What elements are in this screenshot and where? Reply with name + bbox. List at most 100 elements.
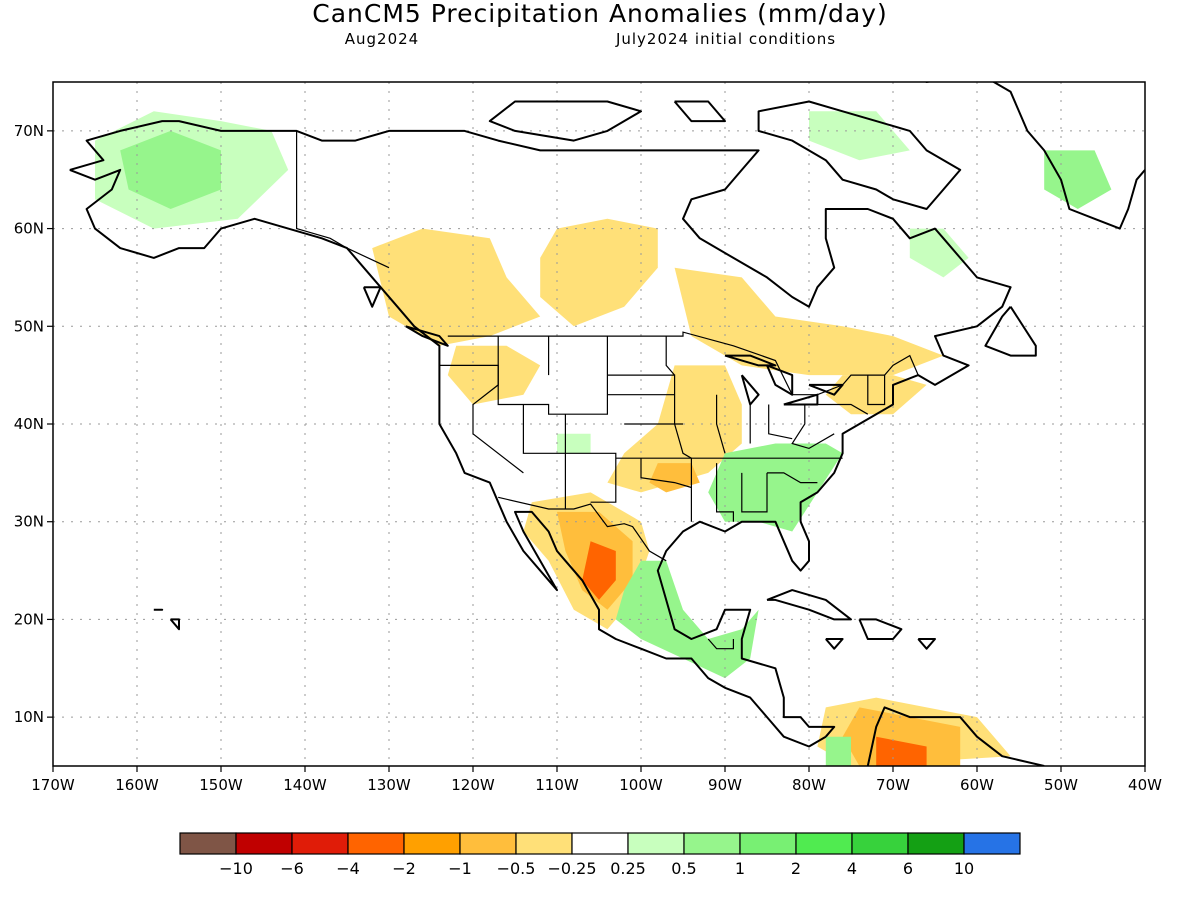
- anomaly-region-northwest-dry: [447, 345, 541, 405]
- coastline: [405, 325, 449, 347]
- border-line: [715, 394, 726, 454]
- lon-tick-label: 60W: [960, 776, 994, 794]
- anomaly-region-plains-dry-core: [649, 463, 700, 493]
- coastline: [766, 589, 852, 621]
- coastline: [740, 374, 760, 406]
- border-line: [665, 336, 676, 376]
- anomaly-region-colorado-wet: [557, 433, 591, 454]
- anomaly-region-colombia-wet: [825, 736, 851, 766]
- coastline: [69, 120, 1012, 738]
- coastline: [488, 100, 642, 142]
- colorbar-swatch: [347, 832, 405, 855]
- colorbar-swatch: [627, 832, 685, 855]
- border-line: [791, 404, 835, 450]
- coastline: [825, 638, 844, 650]
- lon-tick-label: 160W: [115, 776, 159, 794]
- border-line: [296, 130, 390, 269]
- colorbar-label: 1: [735, 859, 745, 878]
- colorbar-swatch: [795, 832, 853, 855]
- colorbar-swatch: [403, 832, 461, 855]
- border-line: [867, 375, 886, 406]
- lon-tick-label: 120W: [451, 776, 495, 794]
- lon-tick-label: 90W: [708, 776, 742, 794]
- anomaly-region-canada-dry-central: [540, 218, 658, 327]
- colorbar-swatch: [179, 832, 237, 855]
- lat-tick-label: 70N: [14, 122, 44, 140]
- border-line: [707, 638, 735, 650]
- colorbar-swatch: [571, 832, 629, 855]
- border-line: [768, 404, 793, 440]
- lon-tick-label: 100W: [619, 776, 663, 794]
- lon-tick-label: 130W: [367, 776, 411, 794]
- anomaly-region-south-america-dry-mid: [842, 707, 961, 766]
- lat-tick-label: 20N: [14, 610, 44, 628]
- coastline: [69, 168, 827, 748]
- coastline: [757, 100, 962, 210]
- coastline: [808, 383, 844, 396]
- colorbar-label: 4: [847, 859, 857, 878]
- border-line: [767, 472, 818, 484]
- colorbar-label: −0.5: [497, 859, 536, 878]
- lat-tick-label: 40N: [14, 415, 44, 433]
- colorbar-swatch: [235, 832, 293, 855]
- border-line: [472, 336, 524, 474]
- border-line: [498, 496, 667, 562]
- coastline: [984, 306, 1037, 357]
- colorbar-swatch: [963, 832, 1021, 855]
- anomaly-region-mexico-dry-core: [582, 541, 616, 600]
- lon-tick-label: 70W: [876, 776, 910, 794]
- colorbar-label: 0.25: [610, 859, 646, 878]
- anomaly-region-south-america-dry-core: [876, 736, 927, 766]
- lat-tick-label: 60N: [14, 220, 44, 238]
- colorbar: −10 −6 −4 −2 −1 −0.5 −0.25 0.25 0.5 1 2 4 6 10: [179, 832, 1021, 878]
- longitude-labels: 170W 160W 150W 140W 130W 120W 110W 100W 90W 80W 70…: [31, 766, 1162, 794]
- lat-tick-label: 50N: [14, 317, 44, 335]
- coastline: [783, 393, 819, 406]
- border-line: [522, 404, 617, 503]
- map-area: [53, 82, 1145, 766]
- colorbar-label: −1: [448, 859, 472, 878]
- colorbar-label: −0.25: [547, 859, 596, 878]
- anomaly-region-labrador-wet: [909, 228, 969, 278]
- coastline: [858, 618, 903, 640]
- anomaly-region-canada-dry-west: [372, 228, 541, 346]
- lat-tick-label: 10N: [14, 708, 44, 726]
- colorbar-swatch: [739, 832, 797, 855]
- coastline: [169, 618, 180, 631]
- map-title: CanCM5 Precipitation Anomalies (mm/day): [312, 0, 888, 28]
- border-line: [715, 463, 735, 522]
- coastline: [362, 286, 382, 308]
- valid-month: Aug2024: [345, 30, 419, 48]
- colorbar-label: −4: [336, 859, 360, 878]
- lat-tick-label: 30N: [14, 513, 44, 531]
- coastline: [917, 638, 936, 650]
- colorbar-label: 10: [954, 859, 974, 878]
- initial-conditions: July2024 initial conditions: [615, 30, 836, 48]
- lon-tick-label: 170W: [31, 776, 75, 794]
- anomaly-region-alaska-wet-core: [120, 130, 221, 209]
- colorbar-label: 6: [903, 859, 913, 878]
- lon-tick-label: 110W: [535, 776, 579, 794]
- border-line: [741, 472, 768, 513]
- colorbar-swatch: [459, 832, 517, 855]
- coastline: [724, 354, 777, 367]
- coastline: [766, 364, 794, 396]
- colorbar-label: −6: [280, 859, 304, 878]
- lon-tick-label: 40W: [1128, 776, 1162, 794]
- coastlines: [69, 82, 1145, 766]
- latitude-labels: 10N 20N 30N 40N 50N 60N 70N: [14, 122, 53, 726]
- border-line: [640, 458, 692, 489]
- colorbar-swatch: [907, 832, 965, 855]
- colorbar-label: −2: [392, 859, 416, 878]
- border-line: [804, 403, 869, 415]
- colorbar-swatch: [851, 832, 909, 855]
- coastline: [866, 706, 1045, 766]
- anomaly-region-greenland-wet: [1044, 150, 1112, 209]
- lon-tick-label: 150W: [199, 776, 243, 794]
- lon-tick-label: 80W: [792, 776, 826, 794]
- coastline: [924, 82, 1145, 230]
- colorbar-label: 2: [791, 859, 801, 878]
- colorbar-label: −10: [219, 859, 253, 878]
- colorbar-swatch: [683, 832, 741, 855]
